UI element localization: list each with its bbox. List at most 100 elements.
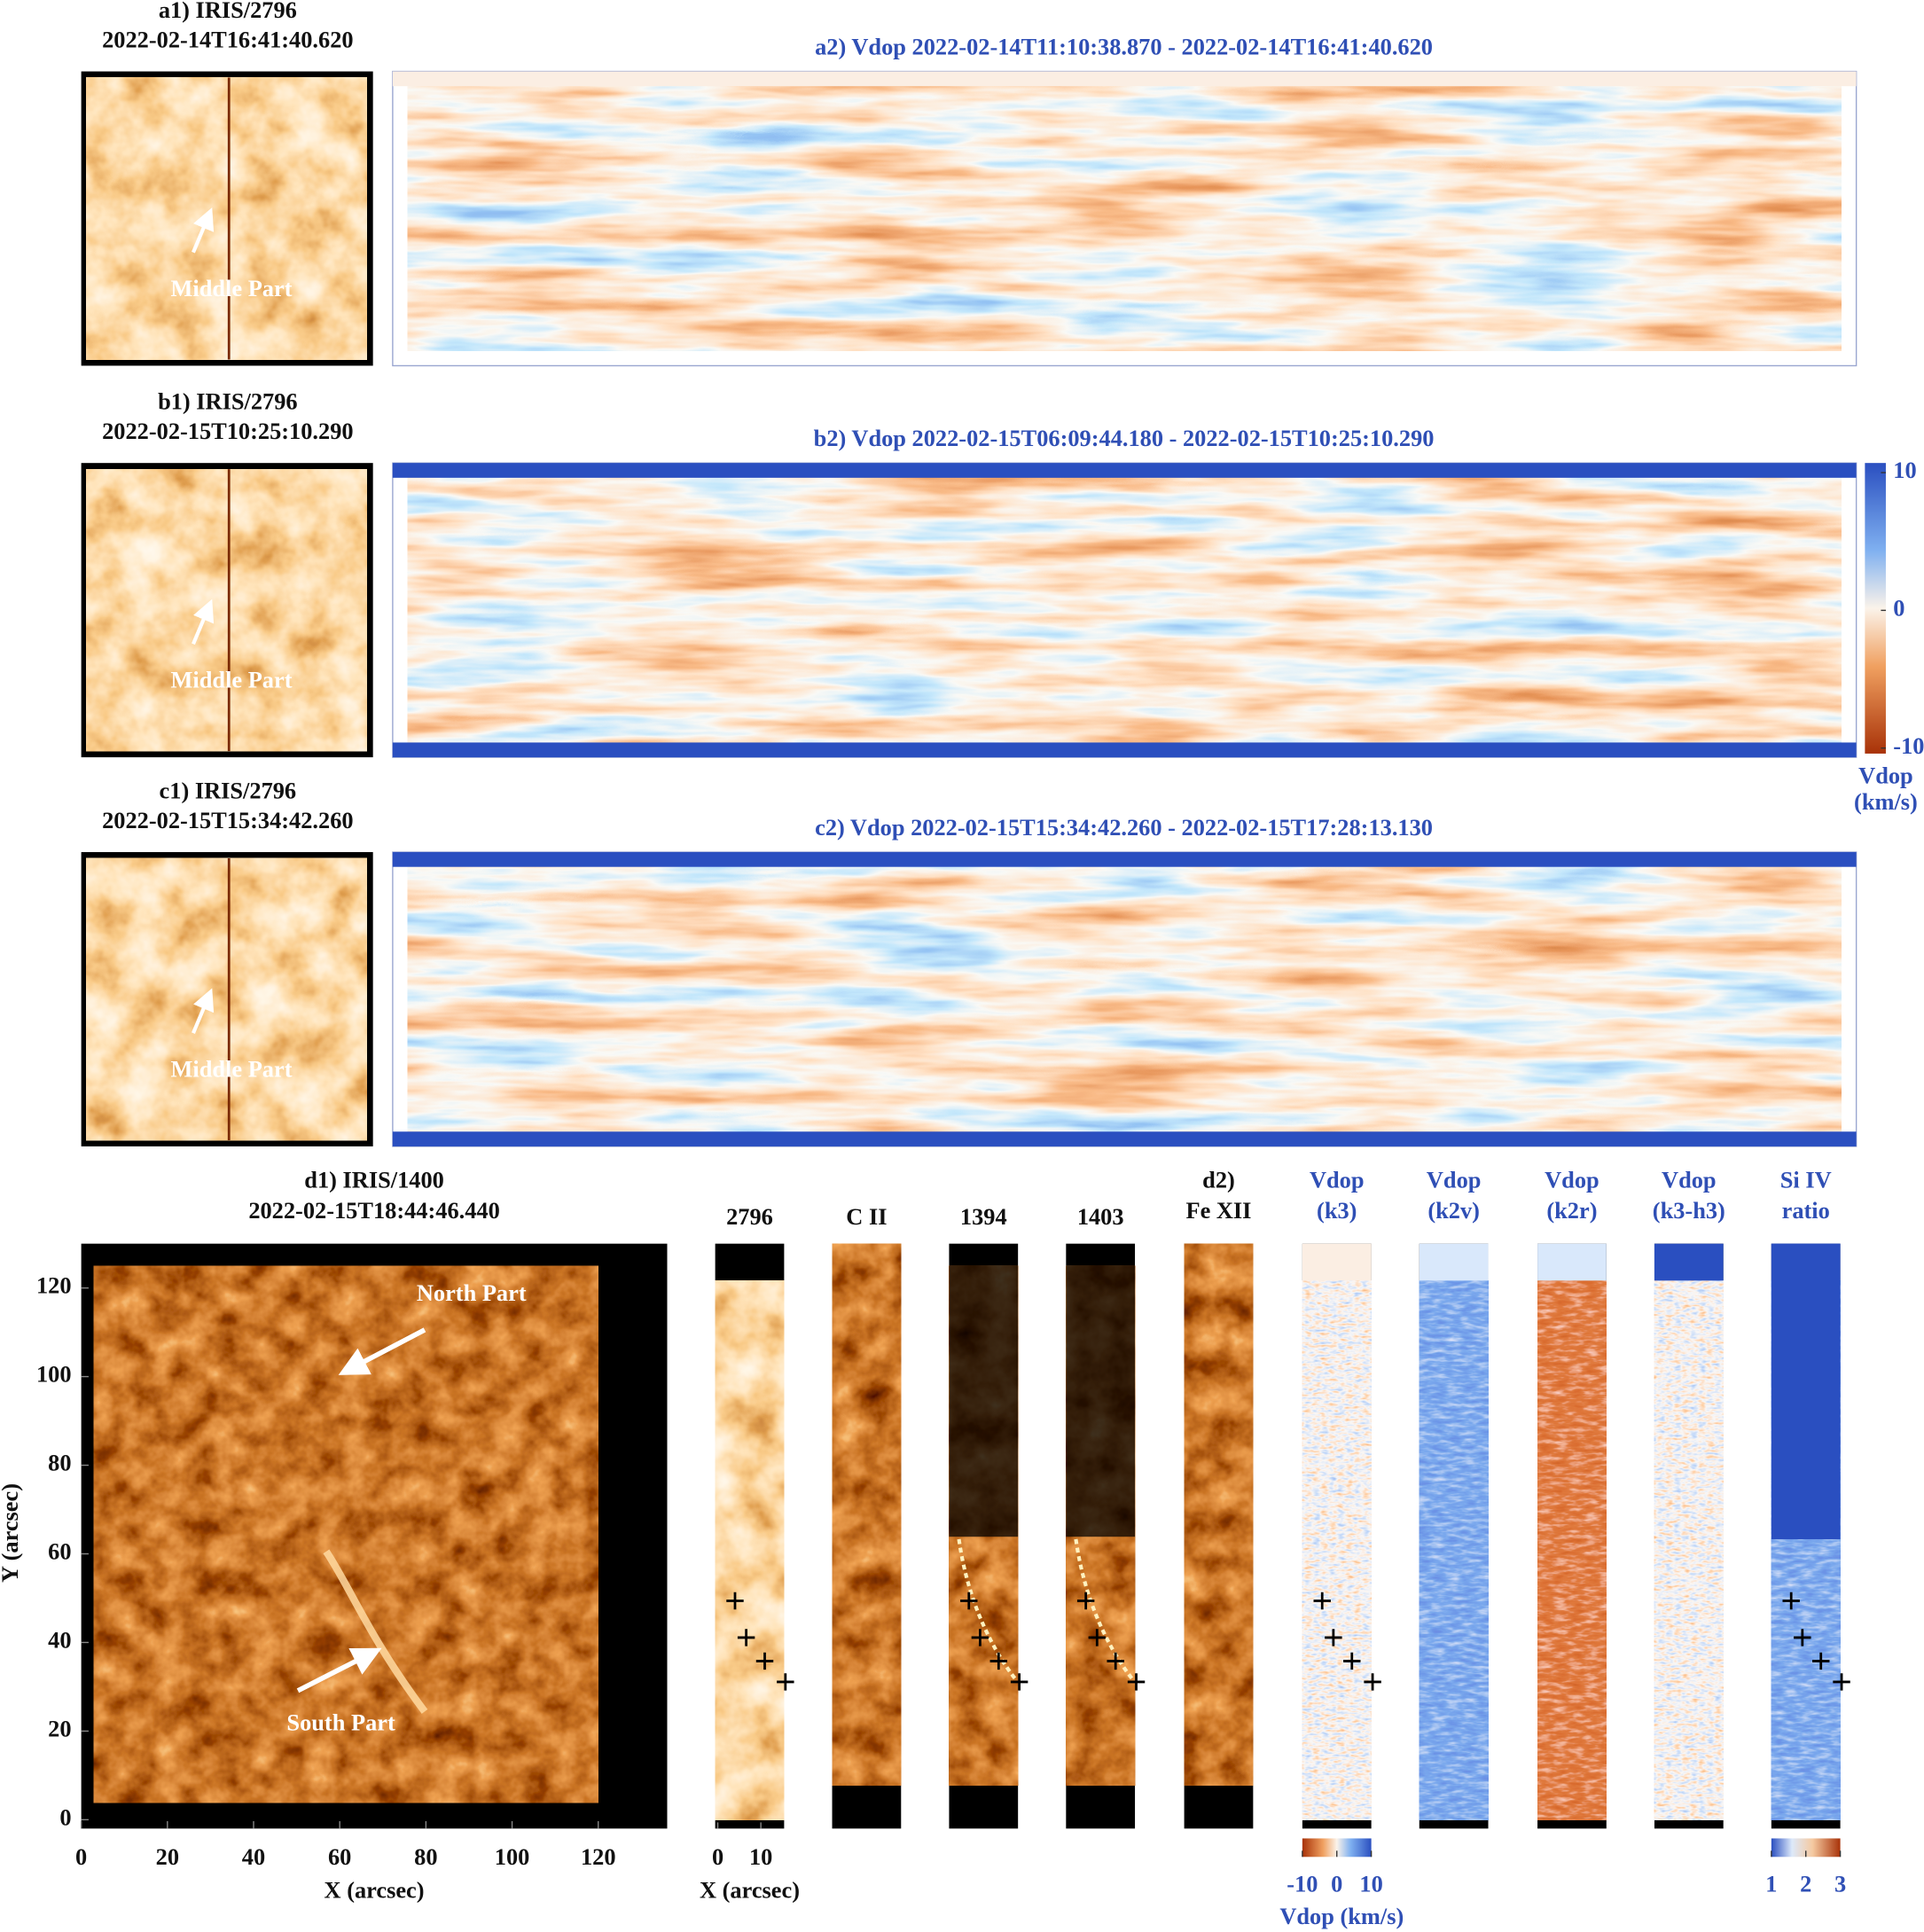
label: 40 bbox=[242, 1843, 265, 1870]
label: Middle Part bbox=[171, 1055, 293, 1082]
cross-marker bbox=[989, 1652, 1008, 1670]
label: X (arcsec) bbox=[700, 1877, 800, 1904]
label: 2 bbox=[1800, 1871, 1811, 1897]
label: South Part bbox=[286, 1709, 395, 1736]
label: Vdop bbox=[1427, 1166, 1482, 1193]
iris-2796-image bbox=[86, 77, 367, 360]
label: 10 bbox=[1893, 457, 1916, 483]
arrow bbox=[192, 988, 215, 1034]
label: 60 bbox=[328, 1843, 351, 1870]
label: 100 bbox=[495, 1843, 530, 1870]
label: 20 bbox=[156, 1843, 179, 1870]
label: Middle Part bbox=[171, 275, 293, 301]
label: 40 bbox=[48, 1626, 71, 1653]
label: a1) IRIS/2796 bbox=[159, 0, 297, 23]
label: (km/s) bbox=[1854, 788, 1918, 815]
label: a2) Vdop 2022-02-14T11:10:38.870 - 2022-… bbox=[815, 34, 1433, 60]
strip-image bbox=[832, 1243, 902, 1786]
cross-marker bbox=[971, 1629, 989, 1647]
label: 80 bbox=[414, 1843, 437, 1870]
label: c2) Vdop 2022-02-15T15:34:42.260 - 2022-… bbox=[815, 814, 1433, 841]
cross-marker bbox=[737, 1629, 755, 1647]
label: 0 bbox=[1331, 1871, 1342, 1897]
label: -10 bbox=[1893, 732, 1924, 759]
label: Vdop (km/s) bbox=[1279, 1903, 1404, 1929]
label: 1403 bbox=[1077, 1203, 1124, 1230]
label: -10 bbox=[1287, 1871, 1318, 1897]
cross-marker bbox=[1076, 1592, 1095, 1610]
cross-marker bbox=[777, 1673, 794, 1691]
label: (k2v) bbox=[1427, 1197, 1480, 1224]
label: 80 bbox=[48, 1450, 71, 1476]
label: (k2r) bbox=[1546, 1197, 1597, 1224]
blue-band bbox=[392, 742, 1857, 758]
cross-marker bbox=[1010, 1673, 1028, 1691]
cross-marker bbox=[1107, 1652, 1124, 1670]
vdop-map bbox=[407, 866, 1842, 1132]
cross-marker bbox=[1088, 1629, 1107, 1647]
label: 120 bbox=[581, 1843, 616, 1870]
cross-marker bbox=[1833, 1673, 1850, 1691]
label: b2) Vdop 2022-02-15T06:09:44.180 - 2022-… bbox=[814, 425, 1435, 451]
cross-marker bbox=[1364, 1673, 1381, 1691]
vdop-map bbox=[407, 86, 1842, 351]
cross-marker bbox=[1812, 1652, 1830, 1670]
strip-image bbox=[715, 1280, 785, 1820]
iris-2796-image bbox=[86, 469, 367, 752]
strip-image bbox=[1184, 1243, 1254, 1786]
strip-image bbox=[1419, 1280, 1489, 1820]
cross-marker bbox=[1313, 1592, 1331, 1610]
cross-marker bbox=[1127, 1673, 1146, 1691]
strip-image bbox=[1537, 1280, 1607, 1820]
label: c1) IRIS/2796 bbox=[160, 777, 297, 803]
label: Fe XII bbox=[1185, 1197, 1251, 1224]
label: 20 bbox=[48, 1715, 71, 1741]
cross-marker bbox=[1782, 1592, 1800, 1610]
label: X (arcsec) bbox=[325, 1877, 425, 1904]
colorbar bbox=[1302, 1838, 1372, 1858]
vdop-map bbox=[407, 477, 1842, 743]
label: d2) bbox=[1202, 1166, 1235, 1193]
label: 0 bbox=[1893, 594, 1904, 621]
blue-region bbox=[1771, 1243, 1841, 1539]
bright-ridge bbox=[957, 1538, 1019, 1682]
label: 10 bbox=[749, 1843, 772, 1870]
label: Middle Part bbox=[171, 666, 293, 692]
label: (k3-h3) bbox=[1653, 1197, 1725, 1224]
label: Si IV bbox=[1780, 1166, 1832, 1193]
label: 2022-02-15T15:34:42.260 bbox=[102, 807, 353, 833]
blue-band bbox=[392, 852, 1857, 867]
pale-band bbox=[392, 71, 1857, 87]
label: 3 bbox=[1834, 1871, 1846, 1897]
strip-top bbox=[1419, 1243, 1489, 1281]
label: 0 bbox=[75, 1843, 87, 1870]
cross-marker bbox=[960, 1592, 978, 1610]
label: Vdop bbox=[1858, 763, 1913, 789]
label: 1 bbox=[1765, 1871, 1777, 1897]
cross-marker bbox=[755, 1652, 774, 1670]
arrow bbox=[192, 207, 215, 254]
label: 100 bbox=[36, 1361, 72, 1388]
label: Vdop bbox=[1545, 1166, 1599, 1193]
loop bbox=[323, 1549, 428, 1714]
cross-marker bbox=[726, 1592, 744, 1610]
label: 0 bbox=[712, 1843, 723, 1870]
label: North Part bbox=[417, 1279, 527, 1306]
label: 2022-02-15T10:25:10.290 bbox=[102, 418, 353, 444]
blue-band bbox=[392, 1131, 1857, 1146]
colorbar bbox=[1865, 463, 1886, 754]
strip-image bbox=[1302, 1280, 1372, 1820]
arrow bbox=[192, 598, 215, 645]
cross-marker bbox=[1325, 1629, 1342, 1647]
label: 10 bbox=[1359, 1871, 1382, 1897]
iris-2796-image bbox=[86, 857, 367, 1141]
label: b1) IRIS/2796 bbox=[158, 388, 298, 415]
label: d1) IRIS/1400 bbox=[304, 1166, 444, 1193]
strip-top bbox=[1302, 1243, 1372, 1281]
label: 0 bbox=[59, 1803, 71, 1830]
label: 2796 bbox=[726, 1203, 773, 1230]
bright-ridge bbox=[1074, 1538, 1136, 1682]
label: 1394 bbox=[960, 1203, 1007, 1230]
